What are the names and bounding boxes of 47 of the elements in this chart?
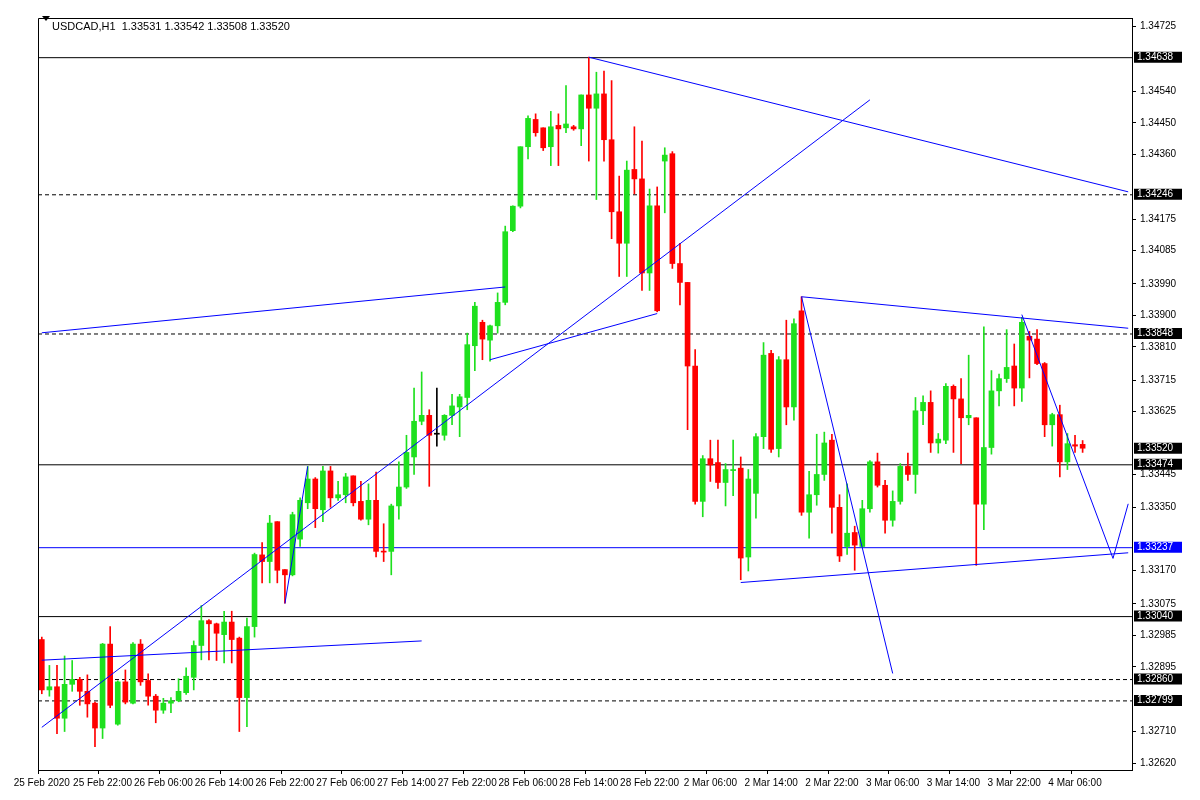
- x-tick-label: 25 Feb 22:00: [73, 776, 133, 788]
- ref-line-label: 1.33040: [1137, 609, 1174, 621]
- y-tick-label: 1.32985: [1140, 629, 1177, 641]
- x-tick-label: 28 Feb 06:00: [498, 776, 558, 788]
- y-tick-label: 1.33715: [1140, 373, 1177, 385]
- ref-line-label: 1.33237: [1137, 540, 1174, 552]
- y-tick-label: 1.33350: [1140, 501, 1177, 513]
- x-tick-label: 26 Feb 14:00: [194, 776, 255, 788]
- x-tick-label: 3 Mar 14:00: [926, 776, 981, 788]
- y-tick-label: 1.34725: [1140, 20, 1177, 32]
- ref-line-label: 1.34638: [1137, 50, 1174, 62]
- x-tick-label: 2 Mar 06:00: [683, 776, 738, 788]
- ref-line-label: 1.32860: [1137, 672, 1174, 684]
- x-tick-label: 26 Feb 22:00: [255, 776, 315, 788]
- x-tick-label: 27 Feb 06:00: [316, 776, 376, 788]
- x-tick-label: 28 Feb 14:00: [559, 776, 619, 788]
- y-tick-label: 1.32620: [1140, 756, 1177, 768]
- x-tick-label: 3 Mar 22:00: [987, 776, 1042, 788]
- chart-title: USDCAD,H1 1.33531 1.33542 1.33508 1.33520: [52, 20, 290, 33]
- y-tick-label: 1.33900: [1140, 309, 1177, 321]
- x-tick-label: 2 Mar 14:00: [744, 776, 799, 788]
- y-tick-label: 1.33075: [1140, 597, 1177, 609]
- y-tick-label: 1.33990: [1140, 277, 1177, 289]
- ref-line-label: 1.32799: [1137, 694, 1174, 706]
- y-tick-label: 1.33170: [1140, 564, 1177, 576]
- x-tick-label: 26 Feb 06:00: [133, 776, 194, 788]
- y-tick-label: 1.34450: [1140, 116, 1177, 128]
- x-tick-label: 3 Mar 06:00: [866, 776, 920, 788]
- x-tick-label: 25 Feb 2020: [13, 776, 71, 788]
- ref-line-label: 1.33848: [1137, 327, 1174, 339]
- text: 1.33520: [1137, 441, 1174, 453]
- y-tick-label: 1.34085: [1140, 244, 1177, 256]
- y-tick-label: 1.33445: [1140, 468, 1177, 480]
- x-tick-label: 4 Mar 06:00: [1048, 776, 1103, 788]
- y-tick-label: 1.34175: [1140, 212, 1177, 224]
- x-tick-label: 28 Feb 22:00: [620, 776, 680, 788]
- y-tick-label: 1.34360: [1140, 148, 1177, 160]
- y-tick-label: 1.33625: [1140, 405, 1177, 417]
- ref-line-label: 1.33474: [1137, 458, 1174, 470]
- y-tick-label: 1.33810: [1140, 340, 1177, 352]
- ref-line-label: 1.34246: [1137, 188, 1174, 200]
- x-tick-label: 2 Mar 22:00: [805, 776, 860, 788]
- x-tick-label: 27 Feb 22:00: [437, 776, 498, 788]
- y-tick-label: 1.34540: [1140, 85, 1177, 97]
- y-tick-label: 1.32710: [1140, 725, 1177, 737]
- y-tick-label: 1.32895: [1140, 660, 1177, 672]
- x-tick-label: 27 Feb 14:00: [377, 776, 437, 788]
